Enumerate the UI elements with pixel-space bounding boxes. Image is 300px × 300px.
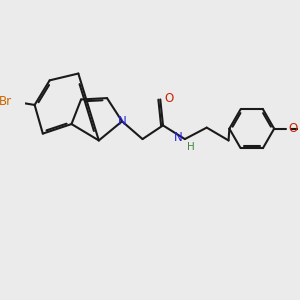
Text: O: O <box>164 92 174 105</box>
Text: N: N <box>118 115 126 128</box>
Text: Br: Br <box>0 95 12 108</box>
Text: H: H <box>187 142 195 152</box>
Text: O: O <box>289 122 298 135</box>
Text: N: N <box>174 131 183 144</box>
